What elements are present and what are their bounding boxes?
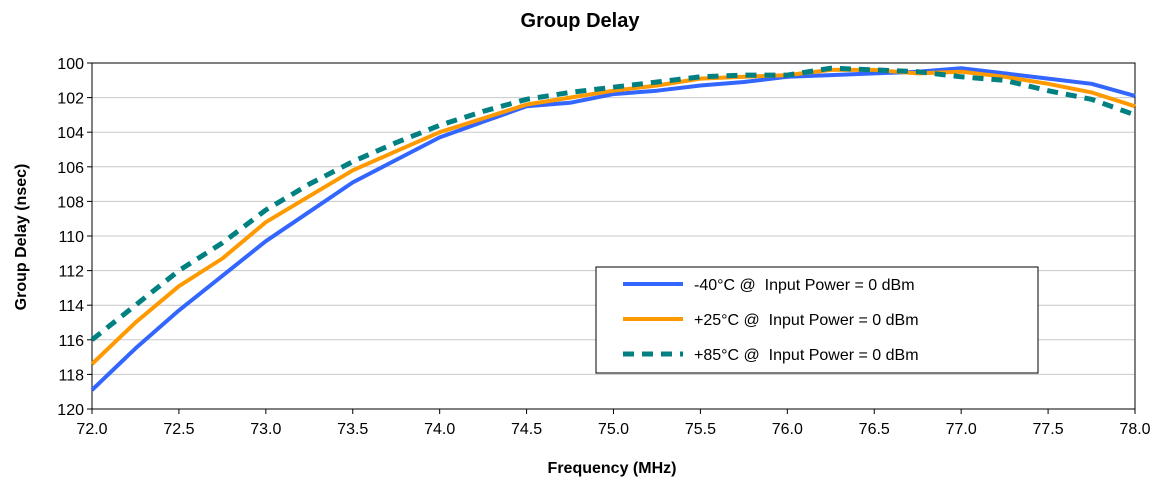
y-tick-label: 104 (57, 125, 84, 142)
x-tick-label: 75.5 (685, 421, 716, 438)
series-line-plus25 (90, 67, 1136, 366)
y-tick-label: 110 (58, 229, 84, 246)
legend-label-plus25: +25°C @ Input Power = 0 dBm (694, 312, 919, 329)
legend: -40°C @ Input Power = 0 dBm +25°C @ Inpu… (595, 266, 1039, 374)
y-tick-label: 102 (57, 91, 84, 108)
y-axis-title: Group Delay (nsec) (13, 164, 30, 311)
x-tick-label: 73.0 (250, 421, 281, 438)
x-axis-ticks: 72.0 72.5 73.0 73.5 74.0 74.5 75.0 75.5 76.0 76.5… (76, 409, 1151, 438)
x-tick-label: 74.5 (511, 421, 542, 438)
x-axis-title: Frequency (MHz) (548, 460, 677, 477)
series-line-minus40 (90, 66, 1136, 392)
y-tick-label: 120 (57, 402, 84, 419)
x-tick-label: 75.0 (598, 421, 629, 438)
x-tick-label: 77.0 (946, 421, 977, 438)
y-tick-label: 100 (57, 56, 84, 73)
x-tick-label: 72.5 (163, 421, 194, 438)
x-tick-label: 78.0 (1119, 421, 1150, 438)
x-tick-label: 77.5 (1033, 421, 1064, 438)
series-lines (90, 65, 1136, 392)
y-tick-label: 106 (57, 160, 84, 177)
x-tick-label: 76.0 (772, 421, 803, 438)
x-tick-label: 73.5 (337, 421, 368, 438)
legend-label-minus40: -40°C @ Input Power = 0 dBm (694, 277, 915, 294)
x-tick-label: 72.0 (76, 421, 107, 438)
x-tick-label: 74.0 (424, 421, 455, 438)
y-tick-label: 112 (58, 264, 84, 281)
y-tick-label: 114 (58, 298, 84, 315)
x-tick-label: 76.5 (859, 421, 890, 438)
y-tick-label: 116 (58, 333, 84, 350)
series-line-plus85 (90, 65, 1136, 342)
y-axis-ticks: 100 102 104 106 108 110 112 114 116 118 120 (57, 56, 92, 419)
chart-title: Group Delay (521, 10, 641, 32)
y-tick-label: 108 (57, 194, 84, 211)
legend-label-plus85: +85°C @ Input Power = 0 dBm (694, 347, 919, 364)
y-tick-label: 118 (58, 367, 84, 384)
